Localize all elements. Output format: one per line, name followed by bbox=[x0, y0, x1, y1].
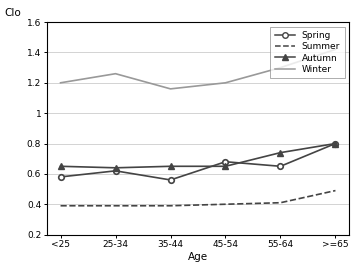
Legend: Spring, Summer, Autumn, Winter: Spring, Summer, Autumn, Winter bbox=[270, 26, 345, 78]
X-axis label: Age: Age bbox=[188, 252, 208, 262]
Text: Clo: Clo bbox=[4, 8, 21, 18]
